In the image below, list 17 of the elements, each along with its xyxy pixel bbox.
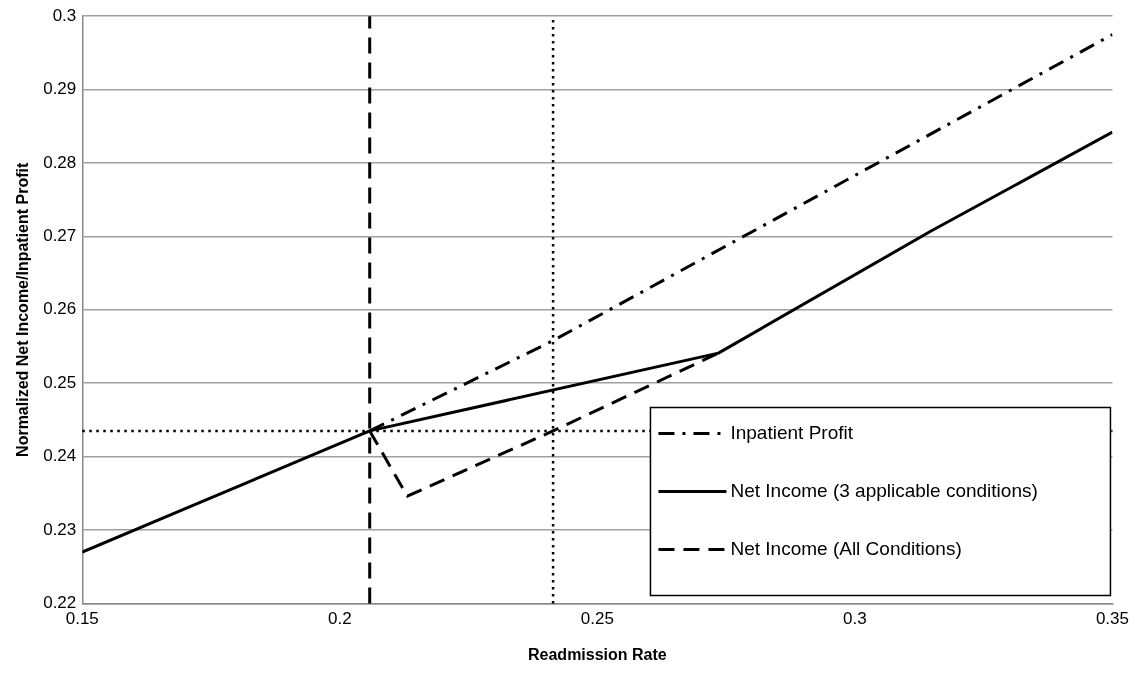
x-tick-label: 0.25 [580, 609, 614, 629]
y-tick-label: 0.24 [43, 446, 77, 466]
legend-label: Net Income (3 applicable conditions) [730, 479, 1038, 501]
y-tick-label: 0.26 [43, 299, 77, 319]
y-axis-title: Normalized Net Income/Inpatient Profit [14, 162, 32, 457]
y-tick-label: 0.3 [52, 5, 77, 25]
y-tick-label: 0.25 [43, 372, 77, 392]
y-tick-label: 0.28 [43, 152, 77, 172]
y-tick-label: 0.27 [43, 226, 77, 246]
x-tick-label: 0.35 [1095, 609, 1129, 629]
y-tick-label: 0.23 [43, 519, 77, 539]
x-tick-label: 0.3 [843, 609, 867, 629]
legend-label: Inpatient Profit [730, 421, 854, 443]
y-tick-label: 0.29 [43, 79, 77, 99]
x-axis-title: Readmission Rate [528, 645, 667, 663]
x-tick-label: 0.2 [328, 609, 352, 629]
legend-label: Net Income (All Conditions) [730, 537, 962, 559]
